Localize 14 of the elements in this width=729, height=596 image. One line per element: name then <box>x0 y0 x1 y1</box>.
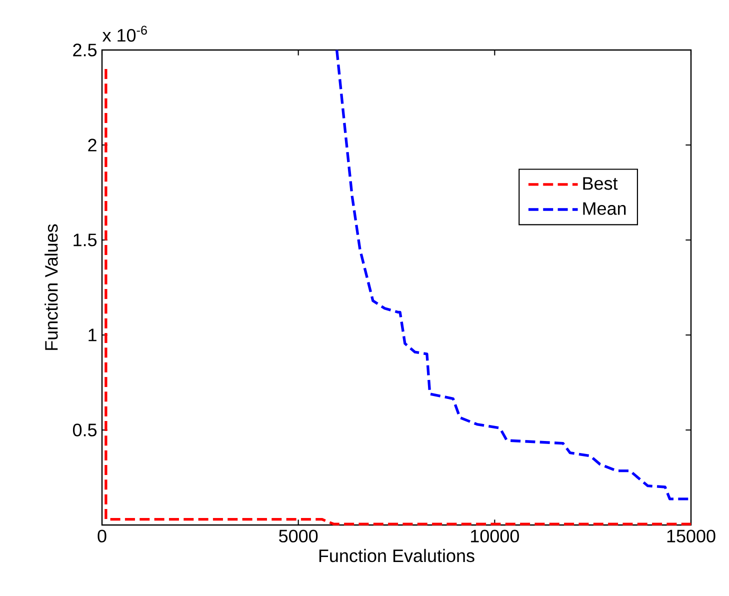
y-tick-label: 2.5 <box>73 44 97 56</box>
y-tick-label: 1.5 <box>74 234 97 246</box>
y-tick-label: 1 <box>88 328 96 342</box>
x-axis-title: Function Evalutions <box>319 548 474 562</box>
x-tick-label: 10000 <box>471 530 519 542</box>
legend-label: Best <box>583 177 618 190</box>
y-tick-label: 0.5 <box>72 424 97 436</box>
x-tick-label: 15000 <box>667 530 716 542</box>
y-axis-title: Function Values <box>44 224 58 350</box>
x-tick-label: 5000 <box>279 530 318 542</box>
text: x 10$^{-6}$ <box>102 26 147 42</box>
x-tick-label: 0 <box>98 530 106 542</box>
y-tick-label: 2 <box>88 138 96 152</box>
legend-label: Mean <box>583 202 626 215</box>
